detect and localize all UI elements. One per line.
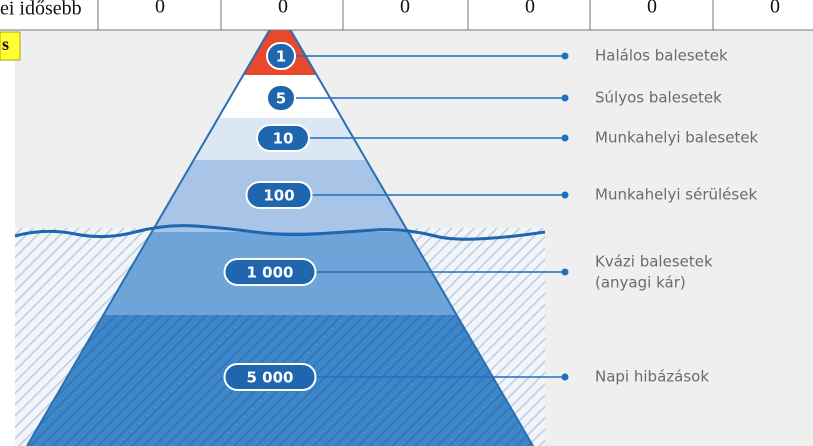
dot bbox=[562, 192, 569, 199]
badge-value: 5 000 bbox=[247, 369, 294, 387]
level-label: Munkahelyi balesetek bbox=[595, 129, 759, 147]
cell: 0 bbox=[525, 0, 535, 18]
level-label: Súlyos balesetek bbox=[595, 89, 722, 107]
badge-value: 1 000 bbox=[247, 264, 294, 282]
level-label: (anyagi kár) bbox=[595, 274, 686, 292]
badge-value: 100 bbox=[263, 187, 294, 205]
level-label: Halálos balesetek bbox=[595, 47, 728, 65]
level-label: Napi hibázások bbox=[595, 368, 709, 386]
level-label: Munkahelyi sérülések bbox=[595, 186, 757, 204]
cell: 0 bbox=[155, 0, 165, 18]
badge-value: 10 bbox=[273, 130, 294, 148]
cell: 0 bbox=[770, 0, 780, 18]
screenshot: 1 Halálos balesetek 5 Súlyos balesetek 10 Mun… bbox=[0, 0, 813, 446]
level-label: Kvázi balesetek bbox=[595, 253, 713, 271]
dot bbox=[562, 374, 569, 381]
dot bbox=[562, 53, 569, 60]
cell: 0 bbox=[278, 0, 288, 18]
badge-value: 5 bbox=[276, 90, 286, 108]
dot bbox=[562, 269, 569, 276]
highlight-text: s bbox=[2, 34, 9, 54]
cell: 0 bbox=[400, 0, 410, 18]
row-label: ei idősebb bbox=[0, 0, 82, 20]
dot bbox=[562, 95, 569, 102]
iceberg-diagram: 1 Halálos balesetek 5 Súlyos balesetek 10 Mun… bbox=[0, 0, 813, 446]
badge-value: 1 bbox=[276, 48, 286, 66]
cell: 0 bbox=[647, 0, 657, 18]
table-fragment: ei idősebb 0 0 0 0 0 0 bbox=[0, 0, 813, 30]
dot bbox=[562, 135, 569, 142]
